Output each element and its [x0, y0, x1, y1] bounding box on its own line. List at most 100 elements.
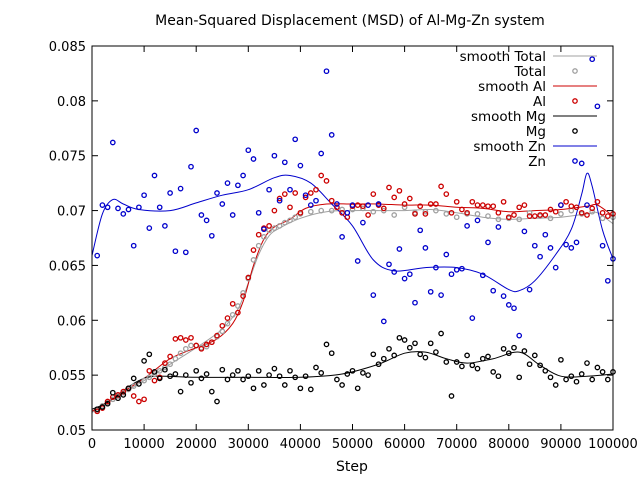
zn-point: [360, 219, 366, 226]
zn-point: [386, 261, 392, 268]
total-point: [599, 215, 606, 222]
al-point: [485, 203, 491, 210]
mg-point: [271, 365, 278, 372]
mg-point: [412, 340, 418, 347]
zn-point: [422, 245, 429, 251]
al-point: [219, 322, 226, 329]
legend-label-zn: Zn: [528, 154, 546, 170]
zn-point: [182, 249, 189, 256]
zn-point: [120, 211, 127, 217]
al-point: [208, 339, 215, 346]
al-point: [469, 198, 476, 205]
zn-point: [240, 172, 246, 179]
al-point: [177, 334, 184, 341]
al-point: [307, 190, 314, 196]
al-point: [281, 191, 288, 197]
zn-point: [188, 163, 194, 170]
y-tick-label: 0.06: [57, 314, 86, 329]
mg-point: [344, 371, 351, 377]
al-point: [245, 274, 252, 281]
total-point: [250, 257, 257, 263]
mg-point: [292, 374, 299, 381]
zn-point: [266, 186, 272, 193]
mg-point: [542, 367, 549, 374]
mg-point: [552, 382, 559, 388]
al-point: [188, 334, 194, 341]
zn-point: [453, 266, 460, 273]
al-point: [505, 214, 512, 221]
zn-point: [563, 241, 569, 248]
al-point: [380, 205, 387, 212]
al-point: [516, 204, 523, 211]
al-point: [297, 209, 304, 216]
al-point: [427, 201, 434, 207]
zn-point: [485, 239, 491, 246]
zn-series: [94, 56, 616, 339]
al-point: [162, 360, 168, 366]
mg-point: [360, 370, 366, 376]
mg-point: [375, 361, 382, 368]
zn-point: [526, 286, 533, 293]
zn-point: [469, 315, 476, 321]
zn-point: [558, 202, 564, 208]
zn-point: [130, 242, 137, 249]
al-point: [344, 214, 351, 221]
y-tick-label: 0.085: [49, 40, 86, 55]
zn-point: [250, 156, 257, 162]
mg-point: [109, 389, 116, 396]
mg-point: [589, 376, 596, 383]
zn-point: [516, 332, 523, 339]
zn-point: [235, 182, 241, 189]
zn-point: [505, 302, 512, 308]
y-tick-label: 0.05: [57, 424, 86, 439]
total-point: [156, 367, 163, 374]
zn-point: [594, 103, 601, 110]
total-point: [443, 211, 450, 217]
al-point: [391, 194, 398, 201]
mg-point: [521, 348, 528, 354]
x-tick-label: 50000: [332, 437, 373, 452]
legend-label-smooth-zn: smooth Zn: [473, 139, 546, 155]
al-point: [604, 213, 611, 219]
mg-point: [479, 355, 486, 362]
al-point: [448, 209, 455, 216]
mg-point: [459, 363, 465, 370]
al-point: [500, 198, 507, 205]
al-point: [401, 201, 408, 207]
legend-label-smooth-al: smooth Al: [478, 79, 546, 95]
mg-point: [245, 373, 252, 380]
zn-point: [459, 265, 465, 272]
zn-point: [547, 245, 554, 251]
zn-point: [313, 197, 319, 204]
al-point: [542, 212, 549, 218]
zn-point: [584, 202, 590, 208]
al-point: [511, 212, 517, 218]
x-tick-label: 10000: [123, 437, 164, 452]
al-point: [146, 367, 153, 374]
zn-point: [401, 275, 408, 282]
total-point: [224, 320, 231, 327]
mg-point: [219, 366, 226, 373]
al-point: [203, 341, 210, 348]
al-point: [266, 223, 272, 229]
total-point: [271, 225, 278, 231]
al-point: [568, 203, 575, 210]
x-tick-label: 60000: [384, 437, 425, 452]
y-tick-label: 0.08: [57, 95, 86, 110]
mg-point: [208, 388, 215, 395]
total-point: [401, 204, 408, 211]
mg-point: [323, 341, 330, 348]
zn-point: [552, 264, 559, 271]
mg-point: [568, 373, 575, 380]
zn-point: [380, 318, 387, 325]
al-point: [323, 178, 330, 184]
mg-point: [235, 367, 241, 374]
mg-point: [287, 367, 293, 374]
legend-label-smooth-mg: smooth Mg: [471, 109, 546, 125]
mg-point: [563, 376, 569, 383]
zn-point: [474, 217, 481, 224]
al-point: [453, 198, 460, 205]
zn-point: [224, 180, 231, 186]
x-tick-label: 90000: [540, 437, 581, 452]
total-point: [146, 374, 153, 381]
